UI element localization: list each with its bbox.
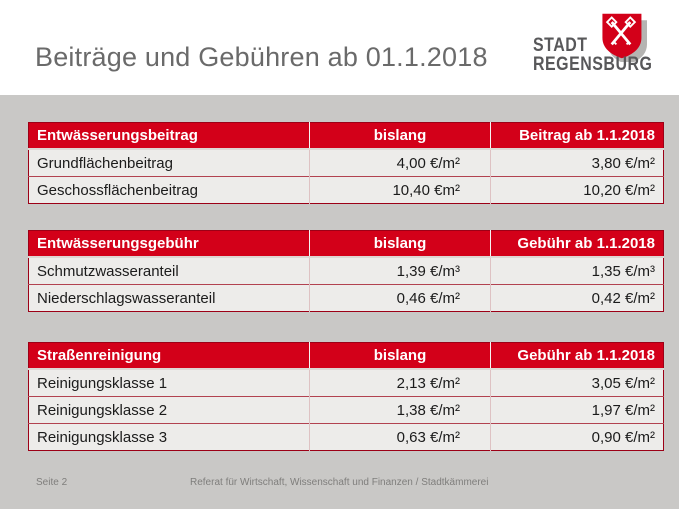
table-row: Reinigungsklasse 1 2,13 €/m² 3,05 €/m²: [28, 368, 664, 397]
row-label: Grundflächenbeitrag: [28, 148, 310, 177]
table-row: Niederschlagswasseranteil 0,46 €/m² 0,42 €…: [28, 284, 664, 312]
row-label: Schmutzwasseranteil: [28, 256, 310, 285]
fee-value: 2,13 €/m²: [309, 368, 491, 397]
fee-value: 3,05 €/m²: [490, 368, 664, 397]
page-title: Beiträge und Gebühren ab 01.1.2018: [35, 42, 488, 72]
stadt-regensburg-logo: STADT REGENSBURG: [531, 10, 663, 80]
table-row: Reinigungsklasse 3 0,63 €/m² 0,90 €/m²: [28, 423, 664, 451]
fee-value: 10,20 €/m²: [490, 176, 664, 204]
logo-text: STADT REGENSBURG: [533, 36, 652, 74]
column-header: bislang: [309, 230, 491, 257]
fee-value: 1,39 €/m³: [309, 256, 491, 285]
table-row: Reinigungsklasse 2 1,38 €/m² 1,97 €/m²: [28, 396, 664, 424]
column-header: Gebühr ab 1.1.2018: [490, 342, 664, 369]
column-header: Beitrag ab 1.1.2018: [490, 122, 664, 149]
table-row: Grundflächenbeitrag 4,00 €/m² 3,80 €/m²: [28, 148, 664, 177]
fee-value: 0,63 €/m²: [309, 423, 491, 451]
regensburg-crest-icon: [602, 13, 647, 62]
table-row: Geschossflächenbeitrag 10,40 €m² 10,20 €/m…: [28, 176, 664, 204]
fee-value: 4,00 €/m²: [309, 148, 491, 177]
fee-value: 1,97 €/m²: [490, 396, 664, 424]
fee-value: 10,40 €m²: [309, 176, 491, 204]
fee-value: 1,38 €/m²: [309, 396, 491, 424]
row-label: Reinigungsklasse 2: [28, 396, 310, 424]
table-title-cell: Entwässerungsgebühr: [28, 230, 310, 257]
fee-value: 0,42 €/m²: [490, 284, 664, 312]
row-label: Reinigungsklasse 1: [28, 368, 310, 397]
fees-table-entwaesserungsgebuehr: Entwässerungsgebühr bislang Gebühr ab 1.1.…: [28, 230, 664, 312]
fee-value: 1,35 €/m³: [490, 256, 664, 285]
logo-line-stadt: STADT: [533, 35, 588, 56]
fees-table-entwaesserungsbeitrag: Entwässerungsbeitrag bislang Beitrag ab 1.…: [28, 122, 664, 204]
column-header: bislang: [309, 122, 491, 149]
row-label: Reinigungsklasse 3: [28, 423, 310, 451]
table-header-row: Entwässerungsgebühr bislang Gebühr ab 1.1.…: [28, 230, 664, 257]
logo-line-regensburg: REGENSBURG: [533, 54, 653, 75]
table-header-row: Straßenreinigung bislang Gebühr ab 1.1.201…: [28, 342, 664, 369]
table-header-row: Entwässerungsbeitrag bislang Beitrag ab 1.…: [28, 122, 664, 149]
footer-department: Referat für Wirtschaft, Wissenschaft und…: [190, 477, 489, 488]
page-number: Seite 2: [36, 477, 68, 488]
row-label: Niederschlagswasseranteil: [28, 284, 310, 312]
column-header: bislang: [309, 342, 491, 369]
fee-value: 0,90 €/m²: [490, 423, 664, 451]
row-label: Geschossflächenbeitrag: [28, 176, 310, 204]
column-header: Gebühr ab 1.1.2018: [490, 230, 664, 257]
fees-table-strassenreinigung: Straßenreinigung bislang Gebühr ab 1.1.201…: [28, 342, 664, 451]
fee-value: 0,46 €/m²: [309, 284, 491, 312]
fee-value: 3,80 €/m²: [490, 148, 664, 177]
table-title-cell: Entwässerungsbeitrag: [28, 122, 310, 149]
table-title-cell: Straßenreinigung: [28, 342, 310, 369]
table-row: Schmutzwasseranteil 1,39 €/m³ 1,35 €/m³: [28, 256, 664, 285]
